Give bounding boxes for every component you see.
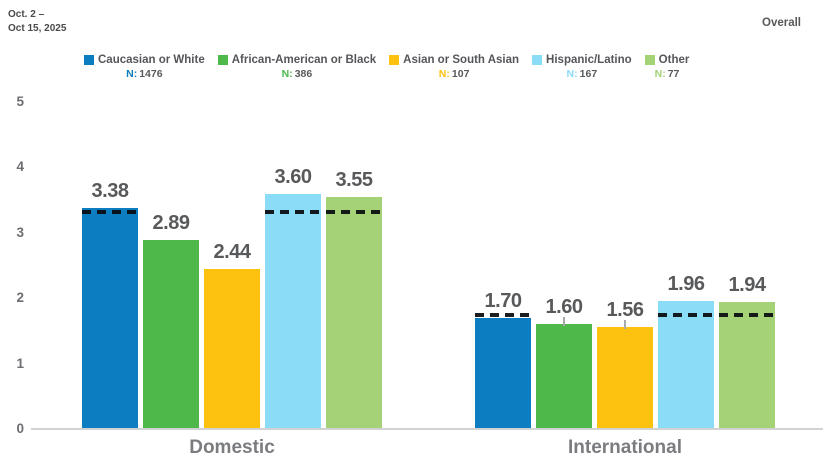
legend-item-african-american-or-black: African-American or Black N: 386 xyxy=(217,54,377,80)
n-prefix: N: xyxy=(654,68,666,80)
bar-domestic-other xyxy=(326,196,382,429)
y-axis-tick-label: 3 xyxy=(16,224,24,240)
bar-domestic-asian-or-south-asian xyxy=(204,269,260,429)
whisker-tick xyxy=(624,320,626,329)
legend-entry: Other xyxy=(644,54,690,66)
bar-international-asian-or-south-asian xyxy=(597,327,653,429)
y-axis-tick-label: 5 xyxy=(16,94,24,109)
legend-entry: African-American or Black xyxy=(217,54,377,66)
n-value: 1476 xyxy=(139,68,163,80)
legend-item-other: Other N: 77 xyxy=(644,54,690,80)
bar-domestic-caucasian-or-white xyxy=(82,207,138,429)
bar-international-caucasian-or-white xyxy=(475,317,531,429)
legend-swatch-icon xyxy=(532,55,543,65)
legend-n-count: N: 167 xyxy=(567,68,598,80)
legend-n-count: N: 77 xyxy=(655,68,680,80)
n-value: 167 xyxy=(579,68,598,80)
bar-value-label: 1.60 xyxy=(545,296,583,319)
legend-item-asian-or-south-asian: Asian or South Asian N: 107 xyxy=(389,54,519,80)
legend-n-count: N: 1476 xyxy=(126,68,162,80)
bar-domestic-african-american-or-black xyxy=(143,240,199,429)
bar-value-label: 2.89 xyxy=(152,212,190,234)
bar-value-label: 1.96 xyxy=(667,272,705,295)
bar-international-other xyxy=(719,302,775,429)
legend-item-label: African-American or Black xyxy=(231,54,377,66)
legend-swatch-icon xyxy=(217,55,228,65)
overall-dash-line xyxy=(658,312,714,317)
bar-value-label: 1.70 xyxy=(484,289,522,312)
legend-swatch-icon xyxy=(389,55,400,65)
legend-item-caucasian-or-white: Caucasian or White N: 1476 xyxy=(84,54,205,80)
legend-entry: Hispanic/Latino xyxy=(532,54,632,66)
n-prefix: N: xyxy=(126,68,138,80)
date-line-1: Oct. 2 – xyxy=(8,9,45,20)
n-prefix: N: xyxy=(281,68,293,80)
overall-label: Overall xyxy=(762,17,801,29)
legend-n-count: N: 386 xyxy=(282,68,313,80)
n-value: 386 xyxy=(294,68,313,80)
x-axis-line xyxy=(31,428,823,430)
y-axis-tick-label: 4 xyxy=(16,159,24,175)
y-axis-tick-label: 2 xyxy=(16,290,24,306)
bar-value-label: 3.38 xyxy=(91,179,129,202)
bar-domestic-hispanic-latino xyxy=(265,193,321,429)
overall-dash-line xyxy=(326,209,382,214)
bar-international-african-american-or-black xyxy=(536,324,592,429)
n-prefix: N: xyxy=(438,68,450,80)
bar-value-label: 2.44 xyxy=(213,241,251,264)
date-line-2: Oct 15, 2025 xyxy=(8,23,67,34)
y-axis-tick-label: 1 xyxy=(16,355,24,371)
legend-entry: Asian or South Asian xyxy=(389,54,519,66)
legend-entry: Caucasian or White xyxy=(84,54,205,66)
overall-dash-line xyxy=(82,209,138,214)
y-axis-tick-label: 0 xyxy=(16,421,24,436)
bar-international-hispanic-latino xyxy=(658,300,714,429)
bar-value-label: 1.56 xyxy=(606,299,644,321)
bar-value-label: 1.94 xyxy=(728,274,766,297)
legend: Caucasian or White N: 1476 African-Americ… xyxy=(84,54,689,80)
legend-item-hispanic-latino: Hispanic/Latino N: 167 xyxy=(532,54,632,80)
legend-n-count: N: 107 xyxy=(439,68,470,80)
overall-dash-line xyxy=(719,312,775,317)
n-value: 107 xyxy=(451,68,470,80)
date-range: Oct. 2 – Oct 15, 2025 xyxy=(8,8,66,36)
legend-item-label: Hispanic/Latino xyxy=(546,54,632,66)
x-axis-group-label-international: International xyxy=(567,437,682,458)
n-prefix: N: xyxy=(566,68,578,80)
overall-dash-line xyxy=(475,312,531,317)
whisker-tick xyxy=(563,317,565,327)
legend-swatch-icon xyxy=(644,55,655,65)
legend-item-label: Other xyxy=(658,54,690,66)
legend-item-label: Caucasian or White xyxy=(98,54,205,66)
bar-value-label: 3.60 xyxy=(274,165,312,188)
n-value: 77 xyxy=(667,68,680,80)
bar-value-label: 3.55 xyxy=(335,168,373,191)
legend-swatch-icon xyxy=(84,55,94,65)
overall-dash-line xyxy=(265,209,321,214)
legend-item-label: Asian or South Asian xyxy=(403,54,520,66)
x-axis-group-label-domestic: Domestic xyxy=(189,437,275,458)
